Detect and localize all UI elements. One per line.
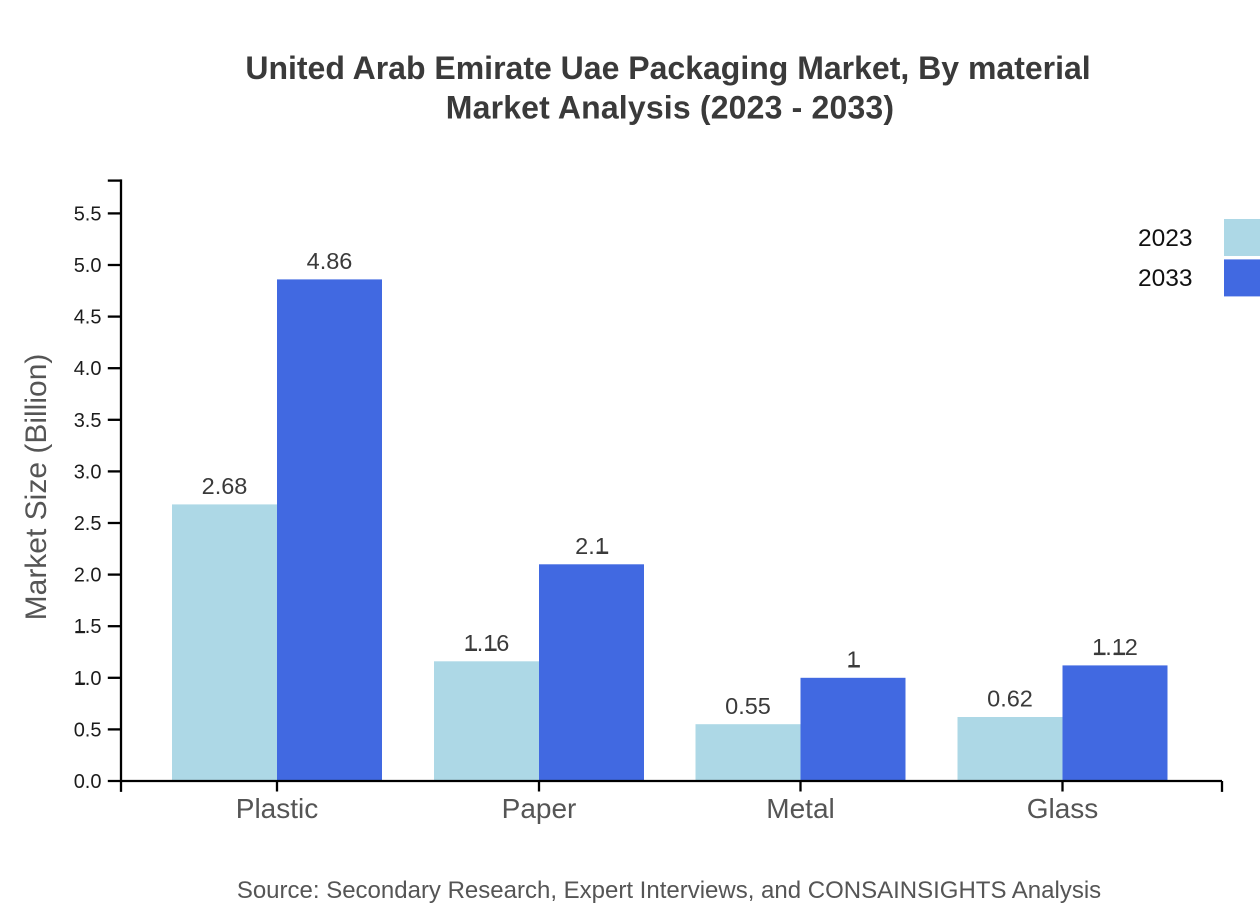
svg-text:4.86: 4.86 [307,248,353,274]
svg-text:2.68: 2.68 [202,473,248,499]
svg-text:2.0: 2.0 [74,565,102,587]
svg-text:Plastic: Plastic [236,793,318,824]
svg-text:1.16: 1.16 [464,630,510,656]
svg-text:5.0: 5.0 [74,255,102,277]
svg-text:1.0: 1.0 [74,668,102,690]
svg-text:Metal: Metal [766,793,834,824]
svg-text:Market Size (Billion): Market Size (Billion) [20,354,53,621]
svg-text:3.0: 3.0 [74,461,102,483]
svg-text:0.55: 0.55 [725,693,771,719]
svg-text:2023: 2023 [1138,225,1193,252]
svg-text:0.5: 0.5 [74,719,102,741]
svg-text:1.5: 1.5 [74,616,102,638]
svg-text:Source: Secondary Research, Ex: Source: Secondary Research, Expert Inter… [237,877,1101,904]
svg-text:0.0: 0.0 [74,771,102,793]
svg-text:United Arab Emirate Uae Packag: United Arab Emirate Uae Packaging Market… [245,50,1090,86]
svg-text:2033: 2033 [1138,265,1193,292]
svg-text:4.0: 4.0 [74,358,102,380]
svg-text:4.5: 4.5 [74,307,102,329]
svg-text:2.5: 2.5 [74,513,102,535]
svg-text:Glass: Glass [1027,793,1099,824]
svg-text:1: 1 [846,647,859,673]
svg-text:Paper: Paper [502,793,577,824]
svg-text:0.62: 0.62 [987,686,1033,712]
svg-text:1.12: 1.12 [1092,634,1138,660]
svg-text:5.5: 5.5 [74,203,102,225]
svg-text:2.1: 2.1 [575,533,608,559]
svg-text:Market Analysis (2023 - 2033): Market Analysis (2023 - 2033) [446,90,894,126]
svg-text:3.5: 3.5 [74,410,102,432]
